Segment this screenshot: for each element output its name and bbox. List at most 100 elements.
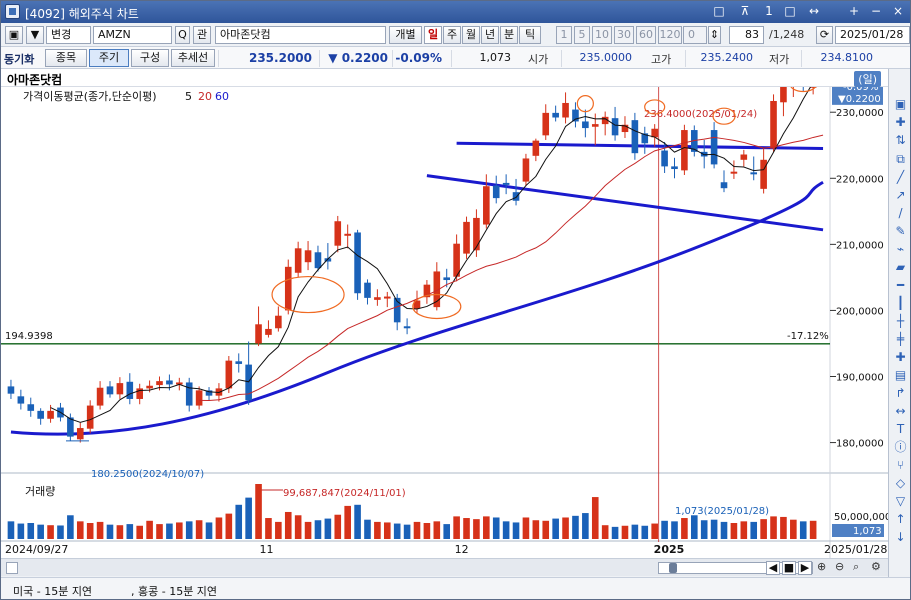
marker-icon[interactable]: ⓘ (894, 440, 907, 454)
chart-scrollbar[interactable]: ◀ ■ ▶ ⊕ ⊖ ⌕ ⚙ (1, 558, 888, 576)
scroll-left-icon[interactable] (6, 562, 18, 574)
chart-area[interactable]: 194.9398 -17.12% 가격이동평균(종가,단순이평) 5 20 60 236.4… (1, 66, 891, 573)
close-icon[interactable]: × (892, 4, 904, 18)
interval-10[interactable]: 10 (592, 26, 612, 44)
ray-icon[interactable]: ↗ (895, 188, 906, 202)
text-icon[interactable]: T (896, 422, 905, 436)
volume-bar (453, 516, 460, 539)
line-icon[interactable]: / (898, 206, 903, 220)
minimize-icon[interactable]: − (870, 4, 882, 18)
tab-month[interactable]: 월 (462, 26, 480, 44)
parallel-icon[interactable]: ╪ (896, 332, 905, 346)
arrow-icon[interactable]: ↱ (895, 386, 906, 400)
candle-body (126, 381, 134, 399)
channel-icon[interactable]: ↔ (895, 404, 906, 418)
volume-bar (799, 521, 807, 539)
all-icon[interactable]: ⇅ (895, 133, 906, 147)
crosshair-icon[interactable]: ✚ (895, 115, 906, 129)
pin-icon[interactable]: ⊼ (740, 4, 750, 18)
refresh-icon[interactable]: ⟳ (816, 26, 833, 44)
window-option-icon[interactable]: □ (713, 4, 725, 18)
copy-window-icon[interactable]: □ (784, 4, 796, 18)
composition-button[interactable]: 구성 (131, 49, 169, 67)
horizontal-line-icon[interactable]: ━ (896, 278, 905, 292)
candle-body (185, 382, 193, 406)
candle-body (225, 360, 233, 389)
high-label: 고가 (651, 53, 672, 66)
vertical-line-icon[interactable]: ┃ (896, 296, 905, 310)
x-label-end: 2025/01/28 (824, 543, 887, 556)
resize-icon[interactable]: ↔ (808, 4, 820, 18)
toggle-left-icon[interactable]: ▣ (5, 26, 23, 44)
tab-day[interactable]: 일 (424, 26, 442, 44)
spin-icon[interactable]: ⇕ (708, 26, 721, 44)
up-arrow-icon[interactable]: ↑ (895, 512, 906, 526)
cursor-icon[interactable]: ▣ (894, 97, 907, 111)
red-ruler-icon[interactable]: ◇ (895, 476, 906, 490)
down-arrow-tool-icon[interactable]: ↓ (895, 530, 906, 544)
volume-bar (710, 519, 718, 539)
copy-icon[interactable]: ⧉ (896, 152, 905, 166)
tab-year[interactable]: 년 (481, 26, 499, 44)
volume-bar (235, 504, 243, 539)
first-page-icon[interactable]: ◀ (766, 561, 780, 575)
zoom-handle[interactable] (669, 563, 677, 573)
moving-averages (50, 77, 824, 423)
relation-button[interactable]: 관 (193, 26, 211, 44)
search-chart-icon[interactable]: ⌕ (853, 560, 860, 573)
volume-bar (265, 518, 272, 539)
add-window-icon[interactable]: + (848, 4, 860, 18)
ma-legend-label: 가격이동평균(종가,단순이평) (23, 90, 157, 103)
date-input[interactable]: 2025/01/28 (835, 26, 910, 44)
ruler-icon[interactable]: ▰ (895, 260, 906, 274)
volume-bar (185, 521, 193, 539)
zoom-out-icon[interactable]: ⊖ (835, 560, 845, 573)
open-label: 시가 (528, 53, 549, 66)
ticker-input[interactable]: AMZN (93, 26, 172, 44)
period-button[interactable]: 주기 (89, 49, 129, 67)
stock-name-field[interactable]: 아마존닷컴 (215, 26, 386, 44)
price-chart-svg[interactable]: 194.9398 -17.12% 가격이동평균(종가,단순이평) 5 20 60 236.4… (1, 66, 891, 573)
pause-icon[interactable]: ■ (782, 561, 796, 575)
fork-icon[interactable]: ⑂ (896, 458, 905, 472)
one-window-icon[interactable]: 1 (765, 4, 773, 18)
volume-bar (116, 525, 124, 539)
down-arrow-icon[interactable]: ▼ (26, 26, 44, 44)
volume-axis-label: 50,000,000 (834, 512, 888, 523)
count-input[interactable]: 83 (729, 26, 764, 44)
candle-body (403, 326, 411, 329)
next-page-icon[interactable]: ▶ (798, 561, 812, 575)
zoom-in-icon[interactable]: ⊕ (817, 560, 827, 573)
pencil-icon[interactable]: ✎ (895, 224, 906, 238)
candle-body (354, 232, 361, 294)
settings-icon[interactable]: ⚙ (871, 560, 881, 573)
volume-bar (156, 524, 163, 539)
interval-60[interactable]: 60 (636, 26, 656, 44)
interval-current-field[interactable]: 0 (683, 26, 707, 44)
trendline-button[interactable]: 추세선 (171, 49, 215, 67)
tab-minute[interactable]: 분 (500, 26, 518, 44)
volume-bars[interactable] (7, 484, 827, 539)
tab-tick[interactable]: 틱 (519, 26, 541, 44)
interval-5[interactable]: 5 (574, 26, 590, 44)
fibonacci-icon[interactable]: ▤ (894, 368, 907, 382)
tab-week[interactable]: 주 (443, 26, 461, 44)
individual-view-button[interactable]: 개별 (389, 26, 422, 44)
brush-icon[interactable]: ⌁ (896, 242, 905, 256)
volume-bar (304, 521, 312, 539)
candles[interactable] (7, 69, 827, 443)
measure-icon[interactable]: ▽ (895, 494, 906, 508)
interval-120[interactable]: 120 (658, 26, 682, 44)
interval-30[interactable]: 30 (614, 26, 634, 44)
change-select[interactable]: 변경 (46, 26, 91, 44)
volume-bar (205, 522, 213, 539)
cycle-icon[interactable]: ✚ (895, 350, 906, 364)
candle-body (86, 405, 94, 429)
interval-1[interactable]: 1 (556, 26, 572, 44)
stock-button[interactable]: 종목 (45, 49, 87, 67)
grid-tool-icon[interactable]: ┼ (896, 314, 905, 328)
volume-bar (334, 514, 342, 539)
volume-bar (374, 521, 381, 539)
trend-icon[interactable]: ╱ (896, 170, 905, 184)
search-icon[interactable]: Q (175, 26, 190, 44)
